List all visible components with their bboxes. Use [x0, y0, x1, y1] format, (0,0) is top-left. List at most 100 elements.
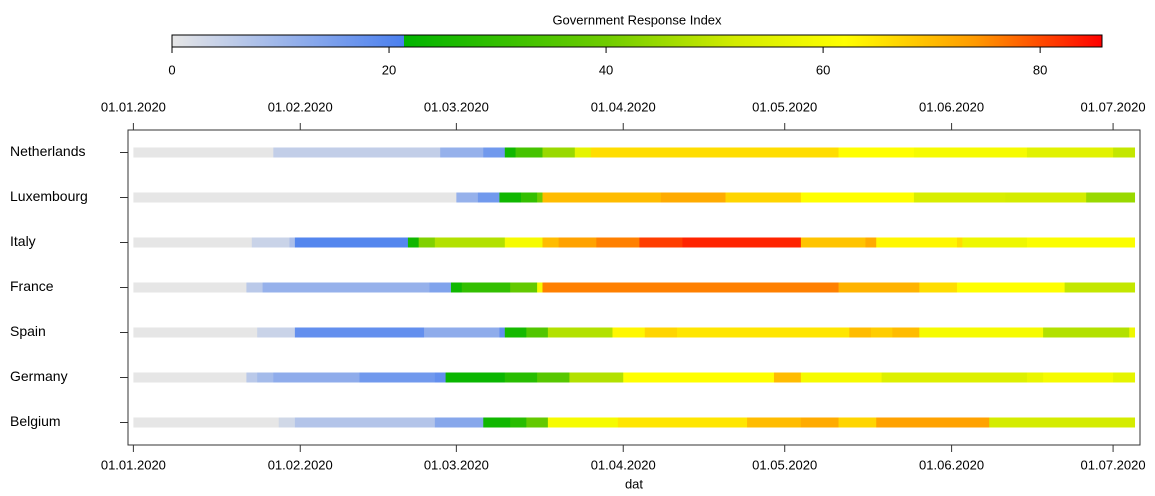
colorbar-tick-label: 20: [382, 62, 396, 77]
segment: [483, 147, 506, 158]
segment: [725, 192, 802, 203]
segment: [542, 237, 560, 248]
segment: [876, 237, 958, 248]
segment: [639, 237, 683, 248]
colorbar-tick-label: 0: [168, 62, 175, 77]
colorbar-tick-label: 80: [1033, 62, 1047, 77]
segment: [989, 417, 1136, 428]
segment: [133, 372, 247, 383]
segment: [747, 417, 802, 428]
x-tick-label-top: 01.03.2020: [424, 99, 489, 114]
segment: [499, 327, 506, 338]
colorbar-tick-label: 40: [599, 62, 613, 77]
segment: [294, 417, 436, 428]
segment: [537, 282, 543, 293]
segment: [800, 192, 915, 203]
segment: [660, 192, 726, 203]
x-tick-label-top: 01.01.2020: [101, 99, 166, 114]
x-tick-label-top: 01.05.2020: [752, 99, 817, 114]
segment: [499, 192, 522, 203]
segment: [246, 282, 263, 293]
segment: [569, 372, 624, 383]
segment: [461, 282, 511, 293]
x-tick-label: 01.07.2020: [1081, 457, 1146, 472]
segment: [1129, 327, 1136, 338]
x-tick-label-top: 01.02.2020: [268, 99, 333, 114]
segment: [359, 372, 436, 383]
y-tick-label: Germany: [10, 368, 68, 384]
segment: [520, 192, 538, 203]
segment: [1043, 327, 1130, 338]
segment: [1086, 192, 1136, 203]
segment: [1113, 147, 1136, 158]
segment: [504, 372, 538, 383]
segment: [133, 192, 457, 203]
segment: [1064, 282, 1136, 293]
segment: [773, 372, 802, 383]
x-tick-label: 01.03.2020: [424, 457, 489, 472]
segment: [1005, 192, 1087, 203]
x-tick-label: 01.01.2020: [101, 457, 166, 472]
segment: [800, 417, 839, 428]
y-tick-label: Netherlands: [10, 143, 86, 159]
segment: [913, 192, 1006, 203]
segment: [558, 237, 597, 248]
segment: [257, 327, 296, 338]
segment: [644, 327, 678, 338]
segment: [434, 417, 484, 428]
segment: [623, 372, 775, 383]
segment: [590, 147, 839, 158]
segment: [838, 282, 920, 293]
segment: [407, 237, 420, 248]
segment: [956, 237, 963, 248]
segment: [515, 147, 543, 158]
y-tick-label: Spain: [10, 323, 46, 339]
segment: [838, 147, 915, 158]
segment: [612, 327, 646, 338]
colorbar-tick-label: 60: [816, 62, 830, 77]
y-tick-label: Italy: [10, 233, 36, 249]
segment: [434, 372, 446, 383]
segment: [1113, 372, 1136, 383]
segment: [1043, 372, 1114, 383]
segment: [876, 417, 990, 428]
segment: [429, 282, 452, 293]
segment: [913, 147, 1028, 158]
segment: [477, 192, 500, 203]
segment: [542, 192, 662, 203]
segment: [424, 327, 500, 338]
segment: [547, 327, 613, 338]
segment: [278, 417, 296, 428]
segment: [262, 282, 430, 293]
segment: [617, 417, 748, 428]
segment: [849, 327, 872, 338]
segment: [919, 327, 1044, 338]
segment: [133, 327, 258, 338]
x-tick-label-top: 01.07.2020: [1081, 99, 1146, 114]
segment: [133, 147, 274, 158]
segment: [504, 147, 516, 158]
segment: [504, 327, 527, 338]
segment: [450, 282, 463, 293]
segment: [133, 237, 253, 248]
colorbar: [171, 34, 1103, 48]
segment: [542, 282, 839, 293]
y-tick-label: Belgium: [10, 413, 61, 429]
segment: [526, 417, 549, 428]
segment: [865, 237, 877, 248]
segment: [289, 237, 296, 248]
segment: [838, 417, 877, 428]
segment: [133, 282, 247, 293]
segment: [547, 417, 619, 428]
segment: [870, 327, 893, 338]
segment: [434, 237, 506, 248]
x-tick-label: 01.05.2020: [752, 457, 817, 472]
segment: [440, 147, 484, 158]
segment: [1026, 147, 1114, 158]
colorbar-title: Government Response Index: [552, 12, 722, 27]
segment: [251, 237, 290, 248]
segment: [919, 282, 958, 293]
y-tick-label: Luxembourg: [10, 188, 88, 204]
segment: [133, 417, 280, 428]
